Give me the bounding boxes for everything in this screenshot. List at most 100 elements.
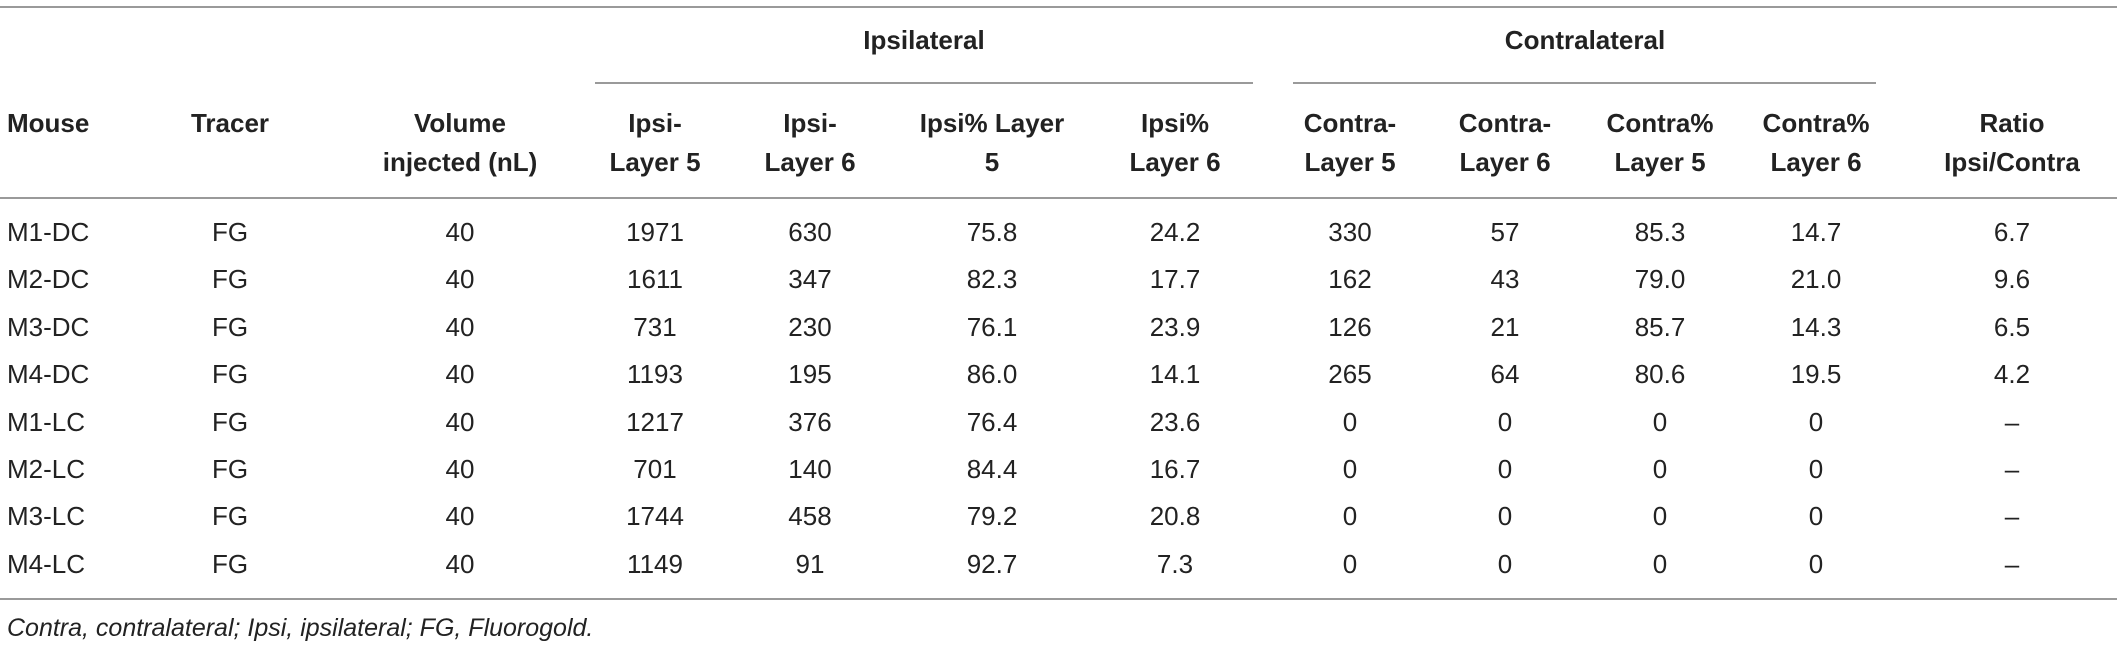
table-cell: 265 bbox=[1328, 359, 1372, 390]
column-header: Ipsi/Contra bbox=[1944, 147, 2080, 177]
table-cell: FG bbox=[211, 406, 249, 437]
column-header: Layer 6 bbox=[764, 147, 856, 177]
table-cell: M2-DC bbox=[7, 264, 90, 295]
table-cell: 40 bbox=[445, 454, 475, 484]
table-cell: FG bbox=[211, 311, 249, 342]
table-cell: FG bbox=[211, 548, 249, 579]
table-cell: 0 bbox=[1808, 501, 1824, 532]
group-header: Contralateral bbox=[1504, 25, 1666, 55]
table-cell: 43 bbox=[1490, 264, 1520, 295]
table-cell: 23.9 bbox=[1149, 311, 1201, 342]
column-header: Volume bbox=[414, 108, 506, 138]
table-cell: 21.0 bbox=[1790, 264, 1842, 295]
table-cell: 9.6 bbox=[1993, 264, 2031, 295]
header-rule bbox=[0, 197, 2117, 199]
table-cell: M2-LC bbox=[7, 454, 86, 484]
table-cell: 40 bbox=[445, 548, 475, 579]
column-header: Ipsi- bbox=[783, 108, 837, 138]
table-cell: M1-LC bbox=[7, 406, 86, 437]
table-cell: 76.4 bbox=[966, 406, 1018, 437]
table-cell: 0 bbox=[1808, 454, 1824, 484]
table-cell: 91 bbox=[795, 548, 825, 579]
table-cell: M3-LC bbox=[7, 501, 86, 532]
column-header: Contra% bbox=[1762, 108, 1870, 138]
table-cell: – bbox=[2004, 501, 2020, 532]
table-cell: – bbox=[2004, 454, 2020, 484]
table-cell: FG bbox=[211, 454, 249, 484]
table-cell: 0 bbox=[1497, 454, 1513, 484]
table-cell: 23.6 bbox=[1149, 406, 1201, 437]
table-cell: 24.2 bbox=[1149, 217, 1201, 247]
table-cell: 0 bbox=[1652, 454, 1668, 484]
table-cell: 630 bbox=[788, 217, 832, 247]
table-cell: 76.1 bbox=[966, 311, 1018, 342]
table-cell: 347 bbox=[788, 264, 832, 295]
table-cell: M4-LC bbox=[7, 548, 86, 579]
table-cell: 0 bbox=[1342, 454, 1358, 484]
table-cell: FG bbox=[211, 217, 249, 247]
table-cell: 40 bbox=[445, 501, 475, 532]
table-cell: 6.5 bbox=[1993, 311, 2031, 342]
top-rule bbox=[0, 6, 2117, 8]
table-cell: 85.3 bbox=[1634, 217, 1686, 247]
table-cell: 195 bbox=[788, 359, 832, 390]
table-cell: – bbox=[2004, 548, 2020, 579]
column-header: Layer 5 bbox=[1614, 147, 1706, 177]
column-header: Layer 6 bbox=[1459, 147, 1551, 177]
table-cell: 40 bbox=[445, 217, 475, 247]
table-cell: 0 bbox=[1808, 548, 1824, 579]
table-cell: 0 bbox=[1652, 406, 1668, 437]
table-cell: 1217 bbox=[626, 406, 684, 437]
bottom-rule bbox=[0, 598, 2117, 600]
column-header: Mouse bbox=[7, 108, 90, 138]
table-cell: M1-DC bbox=[7, 217, 90, 247]
table-cell: 57 bbox=[1490, 217, 1520, 247]
column-header: Contra- bbox=[1303, 108, 1397, 138]
table-cell: FG bbox=[211, 264, 249, 295]
column-header: Layer 6 bbox=[1129, 147, 1221, 177]
table-cell: 458 bbox=[788, 501, 832, 532]
column-header: Layer 6 bbox=[1770, 147, 1862, 177]
group-header: Ipsilateral bbox=[863, 25, 985, 55]
table-cell: 84.4 bbox=[966, 454, 1018, 484]
column-header: Ipsi- bbox=[628, 108, 682, 138]
column-header: Tracer bbox=[190, 108, 270, 138]
column-header: Ipsi% Layer bbox=[919, 108, 1065, 138]
column-header: Layer 5 bbox=[1304, 147, 1396, 177]
table-cell: 6.7 bbox=[1993, 217, 2031, 247]
table-cell: – bbox=[2004, 406, 2020, 437]
table-cell: 0 bbox=[1808, 406, 1824, 437]
table-cell: 0 bbox=[1652, 548, 1668, 579]
table-cell: 80.6 bbox=[1634, 359, 1686, 390]
table-cell: 140 bbox=[788, 454, 832, 484]
table-cell: 40 bbox=[445, 264, 475, 295]
table-cell: 0 bbox=[1497, 548, 1513, 579]
table-cell: 40 bbox=[445, 406, 475, 437]
table-cell: M3-DC bbox=[7, 311, 90, 342]
table-cell: FG bbox=[211, 359, 249, 390]
column-header: Layer 5 bbox=[609, 147, 701, 177]
column-header: 5 bbox=[984, 147, 1000, 177]
table-cell: 1744 bbox=[626, 501, 684, 532]
table-cell: 14.7 bbox=[1790, 217, 1842, 247]
table-cell: 16.7 bbox=[1149, 454, 1201, 484]
table-cell: 0 bbox=[1342, 406, 1358, 437]
column-header: Contra% bbox=[1606, 108, 1714, 138]
table-cell: 82.3 bbox=[966, 264, 1018, 295]
table-cell: 75.8 bbox=[966, 217, 1018, 247]
table-cell: 85.7 bbox=[1634, 311, 1686, 342]
table-cell: 0 bbox=[1652, 501, 1668, 532]
table-cell: 21 bbox=[1490, 311, 1520, 342]
table-cell: 1971 bbox=[626, 217, 684, 247]
table-cell: 40 bbox=[445, 311, 475, 342]
table-cell: FG bbox=[211, 501, 249, 532]
column-header: Contra- bbox=[1458, 108, 1552, 138]
table-cell: 14.3 bbox=[1790, 311, 1842, 342]
table-cell: 20.8 bbox=[1149, 501, 1201, 532]
table-cell: 0 bbox=[1342, 548, 1358, 579]
column-header: Ipsi% bbox=[1141, 108, 1209, 138]
table-cell: 701 bbox=[633, 454, 677, 484]
table-cell: 17.7 bbox=[1149, 264, 1201, 295]
table-cell: 79.0 bbox=[1634, 264, 1686, 295]
table-cell: 4.2 bbox=[1993, 359, 2031, 390]
